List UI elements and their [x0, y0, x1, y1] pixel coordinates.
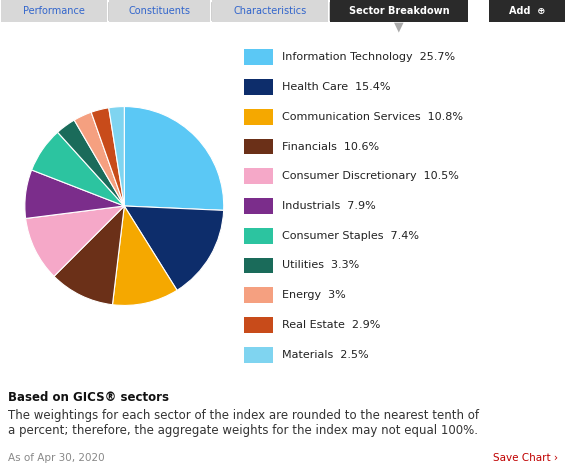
- Text: Consumer Discretionary  10.5%: Consumer Discretionary 10.5%: [281, 171, 458, 181]
- Bar: [330, 0, 468, 22]
- Wedge shape: [124, 106, 224, 211]
- Bar: [244, 257, 273, 273]
- Text: Financials  10.6%: Financials 10.6%: [281, 142, 379, 151]
- Wedge shape: [112, 206, 177, 305]
- Text: Energy  3%: Energy 3%: [281, 290, 345, 300]
- Text: Real Estate  2.9%: Real Estate 2.9%: [281, 320, 380, 330]
- Bar: [244, 287, 273, 303]
- Text: Utilities  3.3%: Utilities 3.3%: [281, 260, 359, 271]
- Text: As of Apr 30, 2020: As of Apr 30, 2020: [8, 453, 105, 463]
- Text: Sector Breakdown: Sector Breakdown: [349, 6, 449, 16]
- Wedge shape: [91, 108, 124, 206]
- Text: The weightings for each sector of the index are rounded to the nearest tenth of: The weightings for each sector of the in…: [8, 409, 479, 422]
- Text: Health Care  15.4%: Health Care 15.4%: [281, 82, 390, 92]
- Text: Consumer Staples  7.4%: Consumer Staples 7.4%: [281, 231, 419, 241]
- Bar: [212, 0, 328, 22]
- Wedge shape: [124, 206, 224, 290]
- Wedge shape: [58, 120, 124, 206]
- Bar: [244, 347, 273, 363]
- Bar: [244, 109, 273, 125]
- Bar: [244, 49, 273, 65]
- Text: Add  ⊕: Add ⊕: [509, 6, 545, 16]
- Text: Characteristics: Characteristics: [233, 6, 307, 16]
- Bar: [489, 0, 565, 22]
- Wedge shape: [54, 206, 124, 305]
- Text: a percent; therefore, the aggregate weights for the index may not equal 100%.: a percent; therefore, the aggregate weig…: [8, 424, 478, 437]
- Wedge shape: [74, 112, 124, 206]
- Bar: [244, 228, 273, 243]
- Bar: [244, 198, 273, 214]
- Bar: [1, 0, 107, 22]
- Text: Information Technology  25.7%: Information Technology 25.7%: [281, 53, 455, 62]
- Text: Constituents: Constituents: [128, 6, 190, 16]
- Wedge shape: [25, 206, 124, 276]
- Wedge shape: [25, 170, 124, 219]
- Text: Materials  2.5%: Materials 2.5%: [281, 350, 368, 360]
- Bar: [244, 139, 273, 154]
- Text: Industrials  7.9%: Industrials 7.9%: [281, 201, 375, 211]
- Text: Communication Services  10.8%: Communication Services 10.8%: [281, 112, 463, 122]
- Wedge shape: [108, 106, 124, 206]
- Text: Based on GICS® sectors: Based on GICS® sectors: [8, 391, 169, 404]
- Text: ▼: ▼: [394, 21, 404, 33]
- Bar: [109, 0, 210, 22]
- Text: Save Chart ›: Save Chart ›: [493, 453, 558, 463]
- Bar: [244, 317, 273, 333]
- Wedge shape: [32, 132, 124, 206]
- Bar: [244, 168, 273, 184]
- Text: Performance: Performance: [23, 6, 85, 16]
- Bar: [244, 79, 273, 95]
